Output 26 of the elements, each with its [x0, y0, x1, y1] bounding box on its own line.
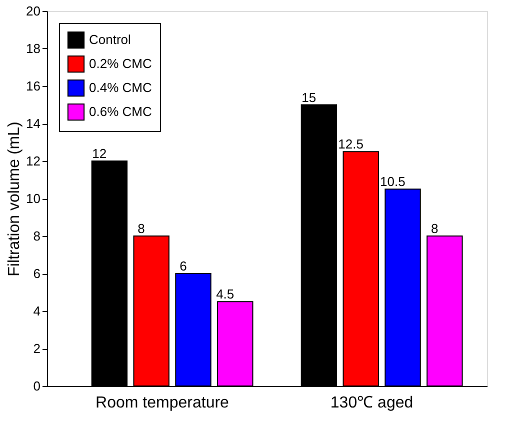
y-tick-label: 0 — [33, 378, 40, 394]
data-label: 6 — [180, 258, 187, 274]
y-tick-label: 6 — [33, 266, 40, 281]
data-label: 8 — [138, 221, 145, 236]
y-tick-label: 2 — [33, 341, 40, 356]
legend-label: 0.4% CMC — [89, 80, 152, 95]
y-tick-label: 8 — [33, 228, 40, 244]
data-label: 4.5 — [216, 286, 234, 302]
data-label: 15 — [302, 90, 316, 105]
data-label: 10.5 — [380, 174, 406, 190]
y-tick-label: 4 — [33, 304, 40, 318]
data-label: 12 — [92, 146, 107, 161]
y-axis-title: Filtration volume (mL) — [6, 122, 24, 276]
x-tick-label: Room temperature — [96, 394, 230, 412]
y-tick-label: 10 — [26, 191, 40, 206]
x-tick-label: 130℃ aged — [330, 394, 414, 412]
y-tick-label: 16 — [26, 78, 40, 94]
legend-label: 0.6% CMC — [89, 104, 152, 119]
y-tick-label: 20 — [26, 4, 40, 18]
y-tick-label: 14 — [26, 116, 40, 131]
legend-label: Control — [89, 32, 132, 47]
data-label: 12.5 — [338, 136, 364, 152]
legend-label: 0.2% CMC — [89, 56, 152, 71]
data-label: 8 — [431, 221, 438, 236]
y-tick-label: 12 — [26, 154, 40, 168]
y-tick-label: 18 — [26, 41, 40, 56]
